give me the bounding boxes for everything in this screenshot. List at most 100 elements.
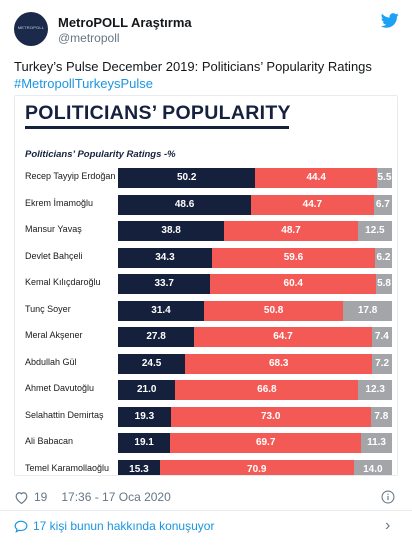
bar-positive: 31.4: [118, 300, 205, 321]
bar-positive: 38.8: [118, 221, 225, 241]
chart-subtitle: Politicians’ Popularity Ratings -%: [25, 149, 176, 160]
account-name[interactable]: MetroPOLL Araştırma: [58, 15, 192, 30]
bar-positive: 19.1: [118, 433, 171, 453]
chart-row: Recep Tayyip Erdoğan 50.2 44.4 5.5: [15, 168, 397, 188]
tweet-media-image[interactable]: POLITICIANS’ POPULARITY Politicians’ Pop…: [14, 95, 398, 476]
bar-value-label: 44.7: [302, 198, 323, 210]
chart-row: Ali Babacan 19.1 69.7 11.3: [15, 433, 397, 453]
conversation-text: 17 kişi bunun hakkında konuşuyor: [33, 519, 215, 533]
bar-value-label: 70.9: [247, 463, 267, 475]
bar-value-label: 68.3: [268, 357, 289, 369]
bar-value-label: 38.8: [161, 225, 181, 236]
bar-value-label: 12.5: [365, 225, 385, 236]
bar-negative: 50.8: [204, 300, 344, 321]
bar-positive: 21.0: [118, 380, 176, 400]
title-underline: [25, 126, 289, 129]
row-label: Ali Babacan: [25, 436, 74, 446]
bar-negative: 44.7: [251, 194, 374, 215]
bar-value-label: 24.5: [141, 357, 162, 369]
bar-undecided: 14.0: [353, 459, 392, 475]
chart-row: Abdullah Gül 24.5 68.3 7.2: [15, 353, 397, 374]
row-label: Ekrem İmamoğlu: [25, 197, 94, 208]
bar-negative: 70.9: [159, 459, 354, 475]
bar-value-label: 27.8: [146, 331, 166, 342]
bar-undecided: 6.2: [375, 247, 392, 268]
comment-icon: [14, 520, 28, 533]
bar-value-label: 19.1: [134, 437, 154, 448]
hashtag-link[interactable]: #MetropollTurkeysPulse: [14, 76, 153, 91]
chart-row: Mansur Yavaş 38.8 48.7 12.5: [15, 221, 397, 241]
row-label: Kemal Kılıçdaroğlu: [25, 277, 101, 287]
bar-value-label: 15.3: [129, 463, 149, 475]
bar-value-label: 6.7: [375, 198, 390, 210]
bar-value-label: 44.4: [306, 172, 326, 183]
conversation-link[interactable]: 17 kişi bunun hakkında konuşuyor: [14, 519, 214, 533]
tweet-header: METROPOLL MetroPOLL Araştırma @metropoll: [0, 0, 412, 54]
bar-value-label: 59.6: [283, 251, 304, 263]
chart-title: POLITICIANS’ POPULARITY: [25, 102, 291, 124]
tweet-body: Turkey’s Pulse December 2019: Politician…: [14, 59, 372, 74]
row-label: Recep Tayyip Erdoğan: [25, 171, 116, 181]
bar-value-label: 31.4: [151, 304, 171, 316]
chevron-right-icon[interactable]: ›: [385, 517, 391, 534]
tweet-timestamp[interactable]: 17:36 - 17 Oca 2020: [61, 490, 171, 504]
bar-undecided: 5.5: [376, 168, 392, 188]
chart-row: Meral Akşener 27.8 64.7 7.4: [15, 327, 397, 347]
bar-undecided: 12.5: [357, 221, 392, 241]
bar-value-label: 50.2: [176, 172, 197, 183]
bar-value-label: 64.7: [273, 331, 293, 342]
bar-negative: 60.4: [210, 274, 377, 294]
avatar[interactable]: METROPOLL: [14, 12, 48, 46]
bar-positive: 19.3: [118, 406, 171, 427]
info-icon[interactable]: [381, 490, 395, 504]
bar-undecided: 5.8: [376, 274, 392, 294]
row-label: Mansur Yavaş: [25, 224, 82, 234]
chart-row: Ekrem İmamoğlu 48.6 44.7 6.7: [15, 194, 397, 215]
row-label: Ahmet Davutoğlu: [25, 383, 95, 393]
bar-undecided: 17.8: [343, 300, 392, 321]
bar-value-label: 12.3: [365, 384, 385, 395]
bar-negative: 64.7: [194, 327, 372, 347]
twitter-bird-icon[interactable]: [381, 13, 399, 28]
bar-value-label: 69.7: [255, 437, 276, 448]
bar-undecided: 11.3: [361, 433, 392, 453]
bar-negative: 44.4: [255, 168, 377, 188]
bar-value-label: 60.4: [283, 278, 303, 289]
bar-undecided: 12.3: [358, 380, 392, 400]
row-label: Selahattin Demirtaş: [25, 409, 104, 420]
chart-row: Kemal Kılıçdaroğlu 33.7 60.4 5.8: [15, 274, 397, 294]
bar-value-label: 21.0: [137, 384, 157, 395]
bar-value-label: 14.0: [363, 463, 383, 475]
bar-positive: 27.8: [118, 327, 195, 347]
row-label: Tunç Soyer: [25, 303, 71, 314]
bar-positive: 50.2: [118, 168, 256, 188]
bar-undecided: 7.2: [372, 353, 392, 374]
bar-value-label: 34.3: [155, 251, 175, 263]
bar-negative: 59.6: [211, 247, 376, 268]
tweet-text: Turkey’s Pulse December 2019: Politician…: [14, 58, 404, 92]
bar-positive: 33.7: [118, 274, 211, 294]
bar-value-label: 50.8: [263, 304, 284, 316]
avatar-text: METROPOLL: [17, 25, 45, 30]
bar-value-label: 33.7: [154, 278, 174, 289]
row-label: Meral Akşener: [25, 330, 83, 340]
like-count[interactable]: 19: [34, 490, 48, 504]
bar-value-label: 7.4: [374, 331, 389, 342]
heart-icon[interactable]: [14, 491, 29, 504]
bar-negative: 69.7: [170, 433, 362, 453]
chart-row: Temel Karamollaoğlu 15.3 70.9 14.0: [15, 459, 397, 475]
bar-negative: 68.3: [185, 353, 373, 374]
tweet-meta: 19 17:36 - 17 Oca 2020: [14, 488, 171, 506]
bar-value-label: 66.8: [257, 384, 277, 395]
bar-value-label: 7.8: [374, 410, 389, 422]
account-handle[interactable]: @metropoll: [58, 31, 120, 45]
bar-negative: 48.7: [224, 221, 358, 241]
bar-value-label: 17.8: [357, 304, 378, 316]
chart-row: Tunç Soyer 31.4 50.8 17.8: [15, 300, 397, 321]
bar-value-label: 5.5: [377, 172, 392, 183]
bar-value-label: 7.2: [375, 357, 390, 369]
row-label: Abdullah Gül: [25, 356, 77, 367]
footer-divider: [0, 510, 412, 511]
bar-positive: 24.5: [118, 353, 186, 374]
